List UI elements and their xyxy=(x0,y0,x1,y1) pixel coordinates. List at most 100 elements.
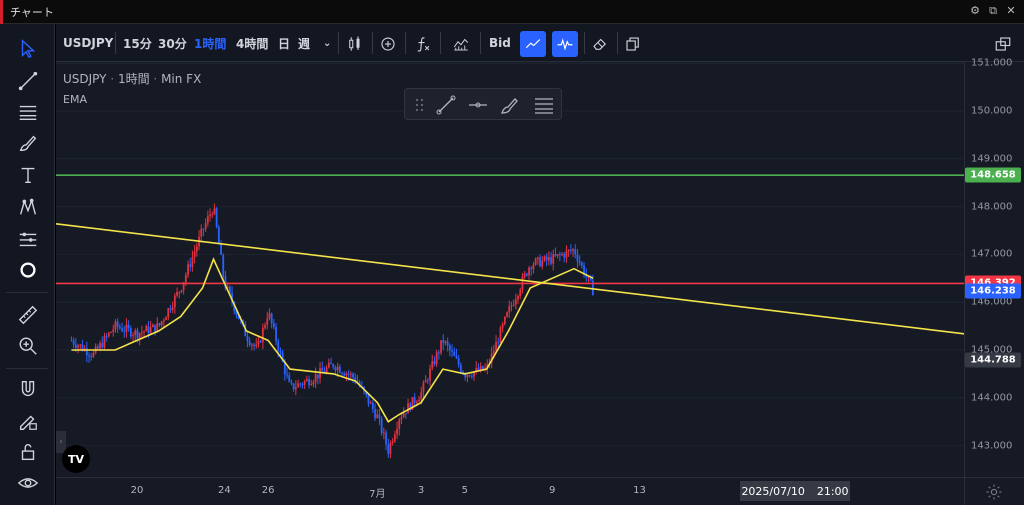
candle-body xyxy=(413,397,416,403)
candle-body xyxy=(473,371,475,377)
lock-drawing-button[interactable] xyxy=(13,406,43,436)
indicators-button[interactable] xyxy=(410,31,436,57)
blue-price-tag: 146.238 xyxy=(965,283,1021,299)
candle-body xyxy=(371,402,374,410)
candle-body xyxy=(347,373,350,375)
zoom-tool-button[interactable] xyxy=(13,331,43,361)
price-line-toggle[interactable] xyxy=(520,31,546,57)
candle-body xyxy=(277,341,280,352)
measure-tool-button[interactable] xyxy=(13,300,43,330)
compare-button[interactable] xyxy=(375,31,401,57)
tradingview-logo[interactable]: TV xyxy=(62,445,90,473)
magnet-tool-button[interactable] xyxy=(13,374,43,404)
candle-body xyxy=(297,383,299,388)
time-tick: 9 xyxy=(548,485,556,496)
price-tick: 151.000 xyxy=(971,57,1013,69)
strategy-button[interactable] xyxy=(448,31,474,57)
candle-body xyxy=(154,324,156,332)
candle-body xyxy=(382,432,385,434)
legend-indicator-ema[interactable]: EMA xyxy=(63,93,87,106)
chart-type-button[interactable] xyxy=(342,31,368,57)
interval-1w[interactable]: 週 xyxy=(298,36,311,51)
candle-body xyxy=(140,332,143,334)
fib-tool-button[interactable] xyxy=(13,97,43,127)
drag-handle-icon[interactable] xyxy=(409,94,431,116)
pulse-icon xyxy=(557,38,573,51)
interval-4h[interactable]: 4時間 xyxy=(236,36,269,51)
interval-1d[interactable]: 日 xyxy=(278,36,291,51)
candle-body xyxy=(534,258,537,265)
candle-body xyxy=(554,254,557,256)
interval-30m[interactable]: 30分 xyxy=(158,36,187,51)
candle-body xyxy=(165,317,167,321)
candle-body xyxy=(356,381,359,383)
candle-body xyxy=(580,262,583,266)
close-icon[interactable]: ✕ xyxy=(1006,4,1016,17)
shape-tool-button[interactable] xyxy=(13,255,43,285)
candle-body xyxy=(224,276,227,289)
unlock-button[interactable] xyxy=(13,437,43,467)
interval-1h[interactable]: 1時間 xyxy=(194,36,227,51)
candle-body xyxy=(565,250,568,258)
clear-drawings-button[interactable] xyxy=(587,31,613,57)
candle-body xyxy=(101,343,104,348)
price-tick: 145.000 xyxy=(971,344,1013,356)
candle-body xyxy=(352,373,354,378)
toolbar-divider xyxy=(6,292,48,293)
candle-body xyxy=(151,324,154,328)
symbol-button[interactable]: USDJPY xyxy=(63,36,114,50)
candle-body xyxy=(305,379,308,382)
fib-lines-icon[interactable] xyxy=(533,94,555,116)
candle-body xyxy=(92,352,95,357)
visibility-button[interactable] xyxy=(13,468,43,498)
price-axis[interactable]: 151.000 150.000 149.000 148.000 147.000 146.0… xyxy=(964,58,1024,477)
candle-body xyxy=(517,295,519,300)
candle-body xyxy=(184,274,187,283)
cursor-tool-button[interactable] xyxy=(13,34,43,64)
candle-body xyxy=(422,382,425,392)
candle-body xyxy=(250,344,253,346)
wave-toggle[interactable] xyxy=(552,31,578,57)
candle-body xyxy=(332,364,335,368)
gear-icon[interactable] xyxy=(985,483,1003,501)
collapse-toolbar-button[interactable]: ‹ xyxy=(56,431,66,453)
chevron-down-icon[interactable]: ⌄ xyxy=(323,37,332,49)
candle-body xyxy=(525,273,528,276)
candle-body xyxy=(532,264,535,269)
toolbar-divider xyxy=(6,368,48,369)
horizontal-ray-icon[interactable] xyxy=(467,94,489,116)
time-axis[interactable]: 2025/07/10 21:00 20 24 26 7月 3 5 9 13 xyxy=(56,477,964,505)
pencil-lock-icon xyxy=(19,415,37,430)
plus-circle-icon xyxy=(381,37,395,51)
interval-15m[interactable]: 15分 xyxy=(123,36,152,51)
candle-body xyxy=(323,371,326,373)
candle-body xyxy=(270,313,273,324)
brush-tool-button[interactable] xyxy=(13,128,43,158)
trend-line-icon[interactable] xyxy=(435,94,457,116)
brush-icon[interactable] xyxy=(499,94,521,116)
candle-body xyxy=(255,344,258,346)
layout-button[interactable] xyxy=(620,31,646,57)
candles-icon xyxy=(349,36,360,51)
price-chart-svg[interactable] xyxy=(56,62,964,477)
prediction-tool-button[interactable] xyxy=(13,224,43,254)
multi-window-button[interactable] xyxy=(990,31,1016,57)
eye-icon xyxy=(17,478,39,488)
candle-body xyxy=(220,243,222,255)
popout-icon[interactable]: ⧉ xyxy=(989,4,997,17)
candle-body xyxy=(426,380,429,382)
fib-lines-icon xyxy=(19,105,37,121)
candle-body xyxy=(420,391,423,400)
pattern-icon xyxy=(20,198,36,215)
trend-line-tool-button[interactable] xyxy=(13,66,43,96)
text-tool-button[interactable] xyxy=(13,160,43,190)
candle-body xyxy=(226,286,229,289)
candle-body xyxy=(541,260,544,267)
chart-pane[interactable]: USDJPY · 1時間 · Min FX EMA ‹ TV xyxy=(56,62,964,477)
bid-button[interactable]: Bid xyxy=(489,36,511,50)
settings-icon[interactable]: ⚙ xyxy=(970,4,980,17)
candle-body xyxy=(308,379,310,386)
candle-body xyxy=(451,350,453,352)
candle-body xyxy=(585,275,588,277)
pattern-tool-button[interactable] xyxy=(13,192,43,222)
